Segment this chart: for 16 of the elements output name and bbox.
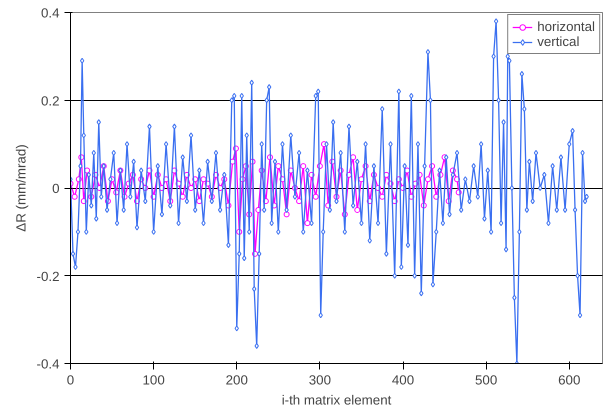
y-tick-label: 0.2 [40,93,60,108]
x-tick-label: 400 [392,372,414,388]
x-axis-title: i-th matrix element [282,392,392,408]
y-axis-title: ΔR (mm/mrad) [14,144,29,232]
x-tick-label: 500 [475,372,498,388]
x-tick-label: 100 [142,372,165,388]
x-tick-label: 200 [226,372,248,388]
legend-label: vertical [537,34,580,49]
x-tick-label: 300 [308,372,332,388]
y-tick-label: -0.4 [36,356,60,372]
legend-label: horizontal [537,19,595,34]
y-tick-label: -0.2 [36,268,60,284]
x-tick-label: 0 [66,372,74,388]
y-tick-label: 0 [52,181,60,196]
y-tick-label: 0.4 [40,6,60,20]
x-tick-label: 600 [558,372,580,388]
